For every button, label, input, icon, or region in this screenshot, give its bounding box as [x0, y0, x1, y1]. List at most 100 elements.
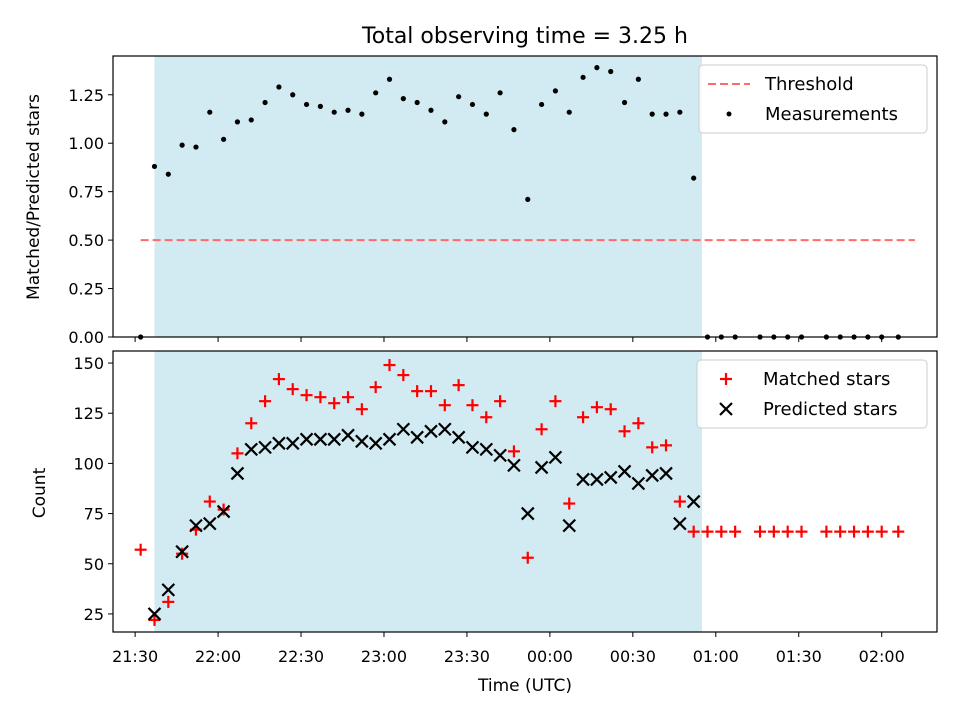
- y-tick-label: 125: [73, 404, 104, 423]
- x-tick-label: 01:00: [693, 647, 739, 666]
- matched-star-point: [245, 417, 258, 430]
- predicted-star-point: [161, 583, 176, 597]
- measurement-point: [345, 107, 351, 113]
- measurement-point: [193, 144, 199, 150]
- matched-star-point: [729, 525, 742, 538]
- legend-measurements-swatch: [726, 111, 732, 117]
- matched-star-point: [231, 447, 244, 460]
- legend-measurements-label: Measurements: [765, 104, 898, 125]
- predicted-star-point: [438, 422, 452, 437]
- matched-star-point: [217, 503, 230, 516]
- matched-star-point: [176, 547, 189, 560]
- measurement-point: [331, 109, 337, 115]
- y-tick-label: 0.00: [68, 328, 104, 347]
- measurement-point: [386, 76, 393, 82]
- predicted-star-point: [396, 422, 411, 437]
- matched-star-point: [646, 441, 659, 454]
- predicted-star-point: [230, 466, 245, 481]
- legend-matched-label: Matched stars: [763, 369, 890, 390]
- matched-star-point: [521, 551, 534, 564]
- matched-star-point: [259, 395, 272, 408]
- y-tick-label: 0.75: [68, 183, 104, 202]
- predicted-star-point: [534, 460, 549, 475]
- ratio-panel: 0.00 0.25 0.50 0.75 1.00 1.25 Matched/Predict…: [24, 55, 938, 347]
- y-tick-label: 100: [73, 454, 104, 473]
- measurement-point: [566, 109, 572, 115]
- predicted-star-point: [299, 432, 314, 447]
- measurement-point: [469, 101, 476, 108]
- matched-star-point: [286, 383, 299, 396]
- measurement-point: [525, 196, 531, 203]
- predicted-star-point: [493, 448, 507, 463]
- legend-predicted-label: Predicted stars: [763, 399, 897, 420]
- measurement-point: [483, 111, 489, 117]
- ratio-panel-frame: [112, 55, 938, 338]
- matched-star-point: [604, 403, 617, 416]
- matched-star-point: [687, 525, 700, 538]
- predicted-star-point: [189, 518, 203, 533]
- count-panel-marks: [134, 359, 905, 626]
- matched-star-point: [383, 359, 396, 372]
- predicted-star-point: [216, 504, 231, 519]
- matched-star-point: [272, 373, 285, 386]
- y-tick-label: 0.25: [68, 280, 104, 299]
- ratio-panel-shaded-interval: [154, 56, 702, 337]
- matched-star-point: [618, 425, 631, 438]
- measurement-point: [303, 101, 310, 108]
- ratio-panel-legend: Threshold Measurements: [698, 64, 928, 134]
- y-tick-label: 1.00: [68, 134, 104, 153]
- predicted-star-point: [285, 436, 300, 451]
- predicted-star-point: [258, 440, 272, 455]
- matched-star-point: [820, 525, 833, 538]
- ratio-panel-y-axis: 0.00 0.25 0.50 0.75 1.00 1.25: [68, 86, 113, 347]
- x-tick-label: 22:30: [278, 647, 324, 666]
- measurement-point: [511, 127, 517, 133]
- predicted-star-point: [479, 442, 494, 457]
- x-tick-label: 00:30: [610, 647, 656, 666]
- x-tick-label: 23:30: [444, 647, 490, 666]
- matched-star-point: [535, 423, 548, 436]
- measurement-point: [179, 142, 185, 148]
- matched-star-point: [397, 369, 410, 382]
- predicted-star-point: [631, 476, 646, 491]
- measurement-point: [276, 84, 282, 90]
- measurement-point: [234, 119, 241, 125]
- measurement-point: [317, 103, 323, 109]
- matched-star-point: [438, 399, 451, 412]
- x-tick-label: 00:00: [527, 647, 573, 666]
- y-tick-label: 150: [73, 354, 104, 373]
- matched-star-point: [834, 525, 847, 538]
- measurement-point: [635, 76, 641, 82]
- matched-star-point: [148, 613, 161, 626]
- predicted-star-point: [645, 468, 659, 483]
- matched-star-point: [162, 595, 175, 608]
- matched-star-point: [701, 525, 714, 538]
- matched-star-point: [795, 525, 808, 538]
- count-panel-y-axis: 25 50 75 100 125 150: [73, 354, 113, 624]
- ratio-panel-marks: [138, 65, 915, 340]
- matched-star-point: [875, 525, 888, 538]
- figure-title: Total observing time = 3.25 h: [361, 24, 688, 49]
- matched-star-point: [577, 411, 590, 424]
- matched-star-point: [892, 525, 905, 538]
- predicted-star-point: [203, 516, 217, 531]
- predicted-star-point: [659, 466, 673, 481]
- y-tick-label: 25: [84, 605, 104, 624]
- matched-star-point: [134, 543, 147, 556]
- x-axis-label: Time (UTC): [477, 676, 572, 696]
- count-panel-x-axis: 21:30 22:00 22:30 23:00 23:30 00:00 00:30 01:00…: [112, 632, 905, 666]
- matched-star-point: [507, 445, 520, 458]
- measurement-point: [580, 74, 586, 80]
- predicted-star-point: [548, 450, 563, 465]
- measurement-point: [373, 90, 379, 96]
- predicted-star-point: [368, 436, 383, 451]
- count-panel-frame: [112, 350, 938, 633]
- measurement-point: [151, 163, 158, 170]
- measurement-point: [621, 99, 628, 106]
- matched-star-point: [369, 381, 382, 394]
- matched-star-point: [328, 397, 341, 410]
- count-panel: 25 50 75 100 125 150 21:30 22:00 22:30 23:00 23:3…: [30, 350, 938, 666]
- measurement-point: [290, 92, 296, 98]
- x-tick-label: 23:00: [361, 647, 407, 666]
